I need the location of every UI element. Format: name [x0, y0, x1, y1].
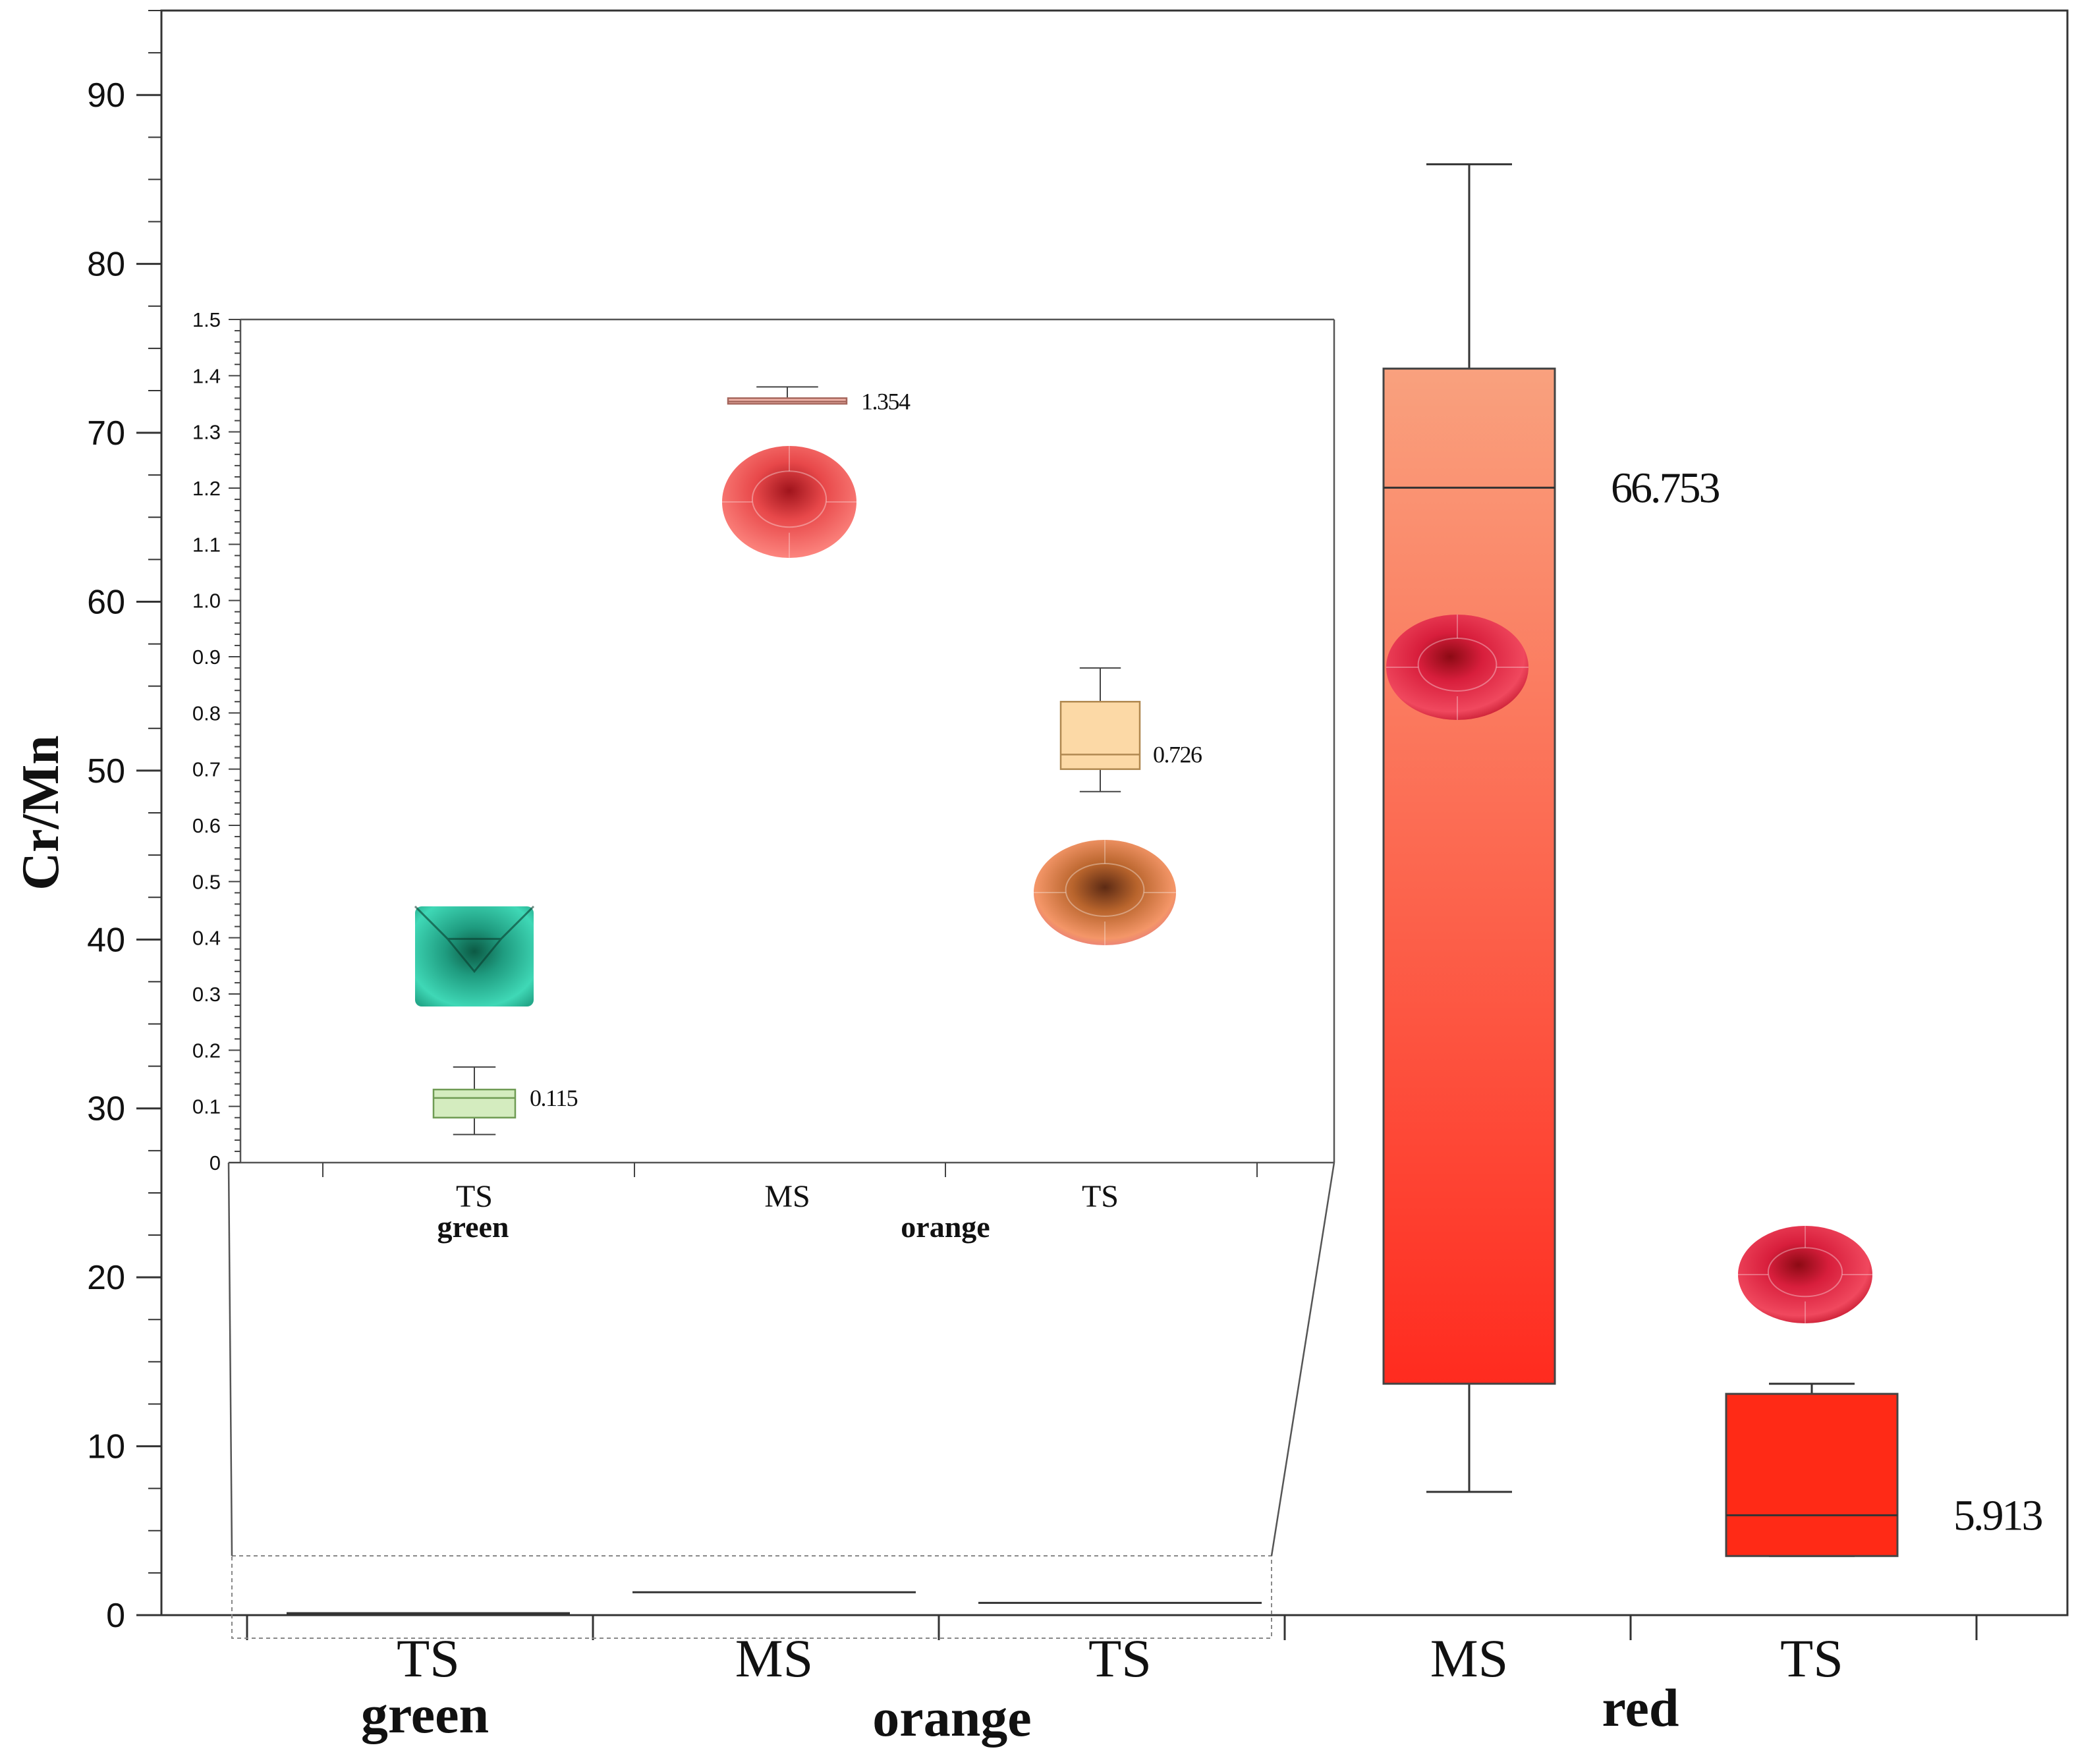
y-axis-title: Cr/Mn — [12, 735, 70, 891]
inset-y-tick-label: 1.3 — [192, 421, 221, 444]
inset-y-tick-label: 0.3 — [192, 983, 221, 1006]
median-value-label: 5.913 — [1953, 1491, 2042, 1539]
ruby-gem-icon — [1386, 615, 1528, 720]
orange-gem-icon — [1034, 840, 1176, 945]
inset-y-tick-label: 0.5 — [192, 870, 221, 893]
zoom-connector-left — [227, 1162, 233, 1557]
inset-chart: 0 0.1 0.2 0.3 0.4 0.5 0.6 0.7 0.8 0.9 1.0 1.1 1.2 1.3… — [192, 308, 1335, 1244]
gem-facets — [722, 446, 856, 558]
gem-body — [1738, 1226, 1872, 1323]
inset-y-tick-label: 0.8 — [192, 702, 221, 725]
inset-category-label: TS — [1082, 1179, 1119, 1214]
median-value-label: 66.753 — [1611, 464, 1720, 512]
gem-table — [1767, 1247, 1843, 1298]
inset-category-label: MS — [764, 1179, 810, 1214]
inset-y-tick-label: 0.1 — [192, 1095, 221, 1118]
inset-y-tick-label: 1.0 — [192, 590, 221, 613]
main-axes — [136, 9, 2069, 1640]
box-red-ms: 66.753 — [1382, 163, 1722, 1493]
gem-table — [1417, 638, 1498, 692]
zoom-connectors — [227, 1162, 1335, 1639]
x-category-label: TS — [397, 1628, 460, 1688]
inset-median-value-label: 0.726 — [1153, 741, 1202, 767]
red-gem-icon — [1738, 1226, 1872, 1323]
inset-category-label: TS — [456, 1179, 493, 1214]
inset-median-value-label: 0.115 — [530, 1085, 578, 1111]
y-tick-label: 30 — [87, 1090, 125, 1128]
y-tick-label: 70 — [87, 414, 125, 453]
y-tick-label: 10 — [87, 1428, 125, 1466]
inset-box-green-ts: 0.115 — [432, 1066, 578, 1136]
x-category-label: TS — [1780, 1628, 1843, 1688]
x-category-label: TS — [1088, 1628, 1152, 1688]
main-boxes: 66.753 5.913 — [287, 163, 2044, 1614]
y-tick-label: 50 — [87, 752, 125, 790]
green-gem-icon — [414, 905, 535, 1006]
y-tick-label: 40 — [87, 921, 125, 959]
gem-facets — [1386, 615, 1528, 720]
gem-body — [415, 906, 534, 1006]
x-category-label: MS — [735, 1628, 814, 1688]
inset-iqr-box — [432, 1088, 517, 1118]
gem-table — [751, 470, 827, 528]
gem-body — [1034, 840, 1176, 945]
inset-y-tick-label: 0.6 — [192, 814, 221, 837]
inset-y-tick-label: 0.7 — [192, 758, 221, 781]
inset-y-tick-label: 1.2 — [192, 477, 221, 500]
y-tick-label: 0 — [106, 1597, 125, 1635]
gem-body — [1386, 615, 1528, 720]
plot-frame — [160, 9, 2069, 1616]
y-tick-label: 80 — [87, 246, 125, 284]
inset-y-tick-label: 1.5 — [192, 308, 221, 331]
padparadscha-gem-icon — [722, 446, 856, 558]
gem-facets — [1738, 1226, 1872, 1323]
inset-box-orange-ts: 0.726 — [1059, 667, 1203, 792]
gem-facets — [1034, 840, 1176, 945]
inset-median-value-label: 1.354 — [861, 389, 911, 415]
gemstone-illustrations — [414, 446, 1872, 1323]
box-red-ts: 5.913 — [1725, 1383, 2044, 1557]
x-category-label: MS — [1430, 1628, 1509, 1688]
gem-table — [1065, 863, 1145, 917]
x-group-label: red — [1602, 1678, 1679, 1738]
iqr-box — [1382, 368, 1556, 1385]
inset-y-tick-label: 1.1 — [192, 533, 221, 556]
inset-y-tick-label: 1.4 — [192, 364, 221, 387]
inset-iqr-box — [1059, 701, 1141, 770]
y-tick-label: 90 — [87, 76, 125, 115]
inset-y-tick-label: 0 — [210, 1151, 221, 1174]
gem-body — [722, 446, 856, 558]
inset-y-tick-label: 0.4 — [192, 927, 221, 950]
inset-y-tick-label: 0.9 — [192, 646, 221, 669]
inset-box-orange-ms: 1.354 — [727, 386, 912, 415]
inset-group-label: orange — [901, 1210, 990, 1244]
y-tick-label: 60 — [87, 583, 125, 621]
inset-group-label: green — [437, 1210, 509, 1244]
y-tick-label: 20 — [87, 1259, 125, 1297]
zoom-region — [231, 1555, 1272, 1639]
iqr-box — [1725, 1392, 1899, 1557]
x-group-label: green — [361, 1684, 489, 1744]
gem-facets — [414, 905, 535, 974]
inset-y-tick-label: 0.2 — [192, 1039, 221, 1062]
x-group-label: orange — [872, 1688, 1031, 1748]
zoom-connector-right — [1270, 1162, 1335, 1557]
